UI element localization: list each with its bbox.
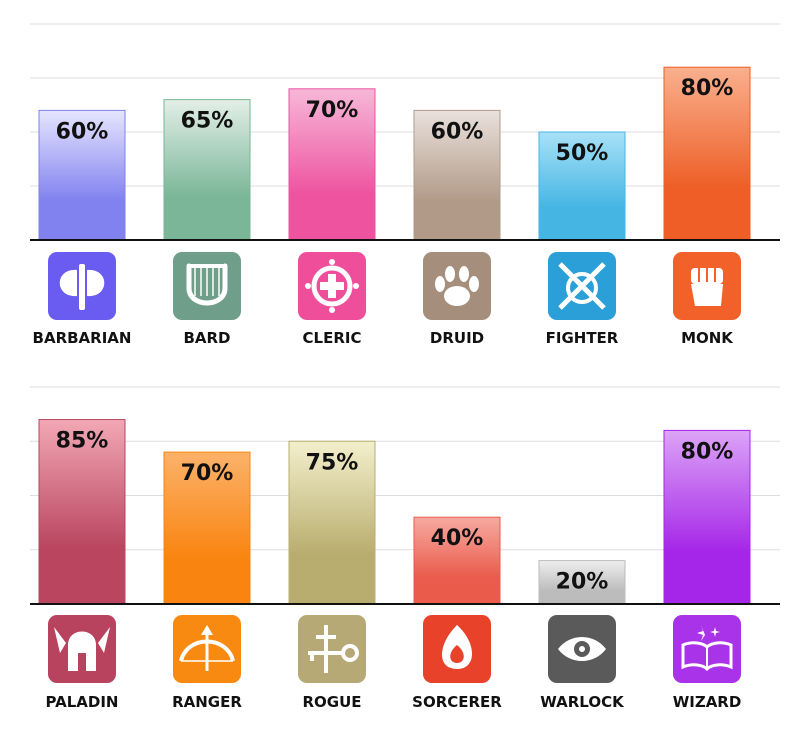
value-label-ranger: 70% [181, 461, 234, 486]
bar-ranger [163, 451, 251, 605]
value-label-monk: 80% [681, 76, 734, 101]
winged-helmet-icon [48, 615, 116, 683]
bar-rogue [288, 440, 376, 605]
bars-top: 60% 65% 70% 60% 50% 80% [38, 66, 751, 241]
value-label-rogue: 75% [306, 450, 359, 475]
bar-barbarian [38, 109, 126, 241]
bar-sorcerer [413, 516, 501, 605]
icons-bottom [48, 615, 741, 683]
double-axe-icon [48, 252, 116, 320]
eye-icon [548, 615, 616, 683]
bar-warlock [538, 560, 626, 605]
fist-icon [673, 252, 741, 320]
category-label-rogue: ROGUE [302, 693, 361, 711]
crossed-swords-shield-icon [548, 252, 616, 320]
category-label-bard: BARD [183, 329, 230, 347]
value-label-druid: 60% [431, 119, 484, 144]
lyre-icon [173, 252, 241, 320]
category-label-sorcerer: SORCERER [412, 693, 502, 711]
value-label-bard: 65% [181, 109, 234, 134]
bar-monk [663, 66, 751, 241]
category-label-barbarian: BARBARIAN [33, 329, 132, 347]
value-label-sorcerer: 40% [431, 526, 484, 551]
icons-top [48, 252, 741, 320]
bar-paladin [38, 419, 126, 605]
bow-arrow-icon [173, 615, 241, 683]
bars-bottom: 85% 70% 75% 40% 20% 80% [38, 419, 751, 605]
value-label-warlock: 20% [556, 570, 609, 595]
category-label-fighter: FIGHTER [546, 329, 619, 347]
category-label-druid: DRUID [430, 329, 484, 347]
bar-wizard [663, 429, 751, 605]
value-label-paladin: 85% [56, 429, 109, 454]
category-labels-top: BARBARIAN BARD CLERIC DRUID FIGHTER MONK [33, 329, 735, 347]
category-label-monk: MONK [681, 329, 734, 347]
category-label-paladin: PALADIN [46, 693, 119, 711]
value-label-wizard: 80% [681, 439, 734, 464]
category-label-ranger: RANGER [172, 693, 242, 711]
chart-top: 60% 65% 70% 60% 50% 80% BARBARIAN BARD CLERIC DR… [30, 23, 780, 347]
holy-symbol-icon [298, 252, 366, 320]
spellbook-icon [673, 615, 741, 683]
bar-cleric [288, 88, 376, 241]
category-label-wizard: WIZARD [673, 693, 742, 711]
category-label-warlock: WARLOCK [540, 693, 625, 711]
value-label-fighter: 50% [556, 141, 609, 166]
grid-lines-bottom [30, 386, 780, 551]
key-dagger-icon [298, 615, 366, 683]
flame-icon [423, 615, 491, 683]
bar-fighter [538, 131, 626, 241]
chart-bottom: 85% 70% 75% 40% 20% 80% PALADIN RANGER ROGUE SOR… [30, 386, 780, 711]
paw-icon [423, 252, 491, 320]
grid-lines-top [30, 23, 780, 187]
category-labels-bottom: PALADIN RANGER ROGUE SORCERER WARLOCK WIZARD [46, 693, 742, 711]
value-label-barbarian: 60% [56, 119, 109, 144]
category-label-cleric: CLERIC [303, 329, 362, 347]
value-label-cleric: 70% [306, 98, 359, 123]
bar-druid [413, 109, 501, 241]
